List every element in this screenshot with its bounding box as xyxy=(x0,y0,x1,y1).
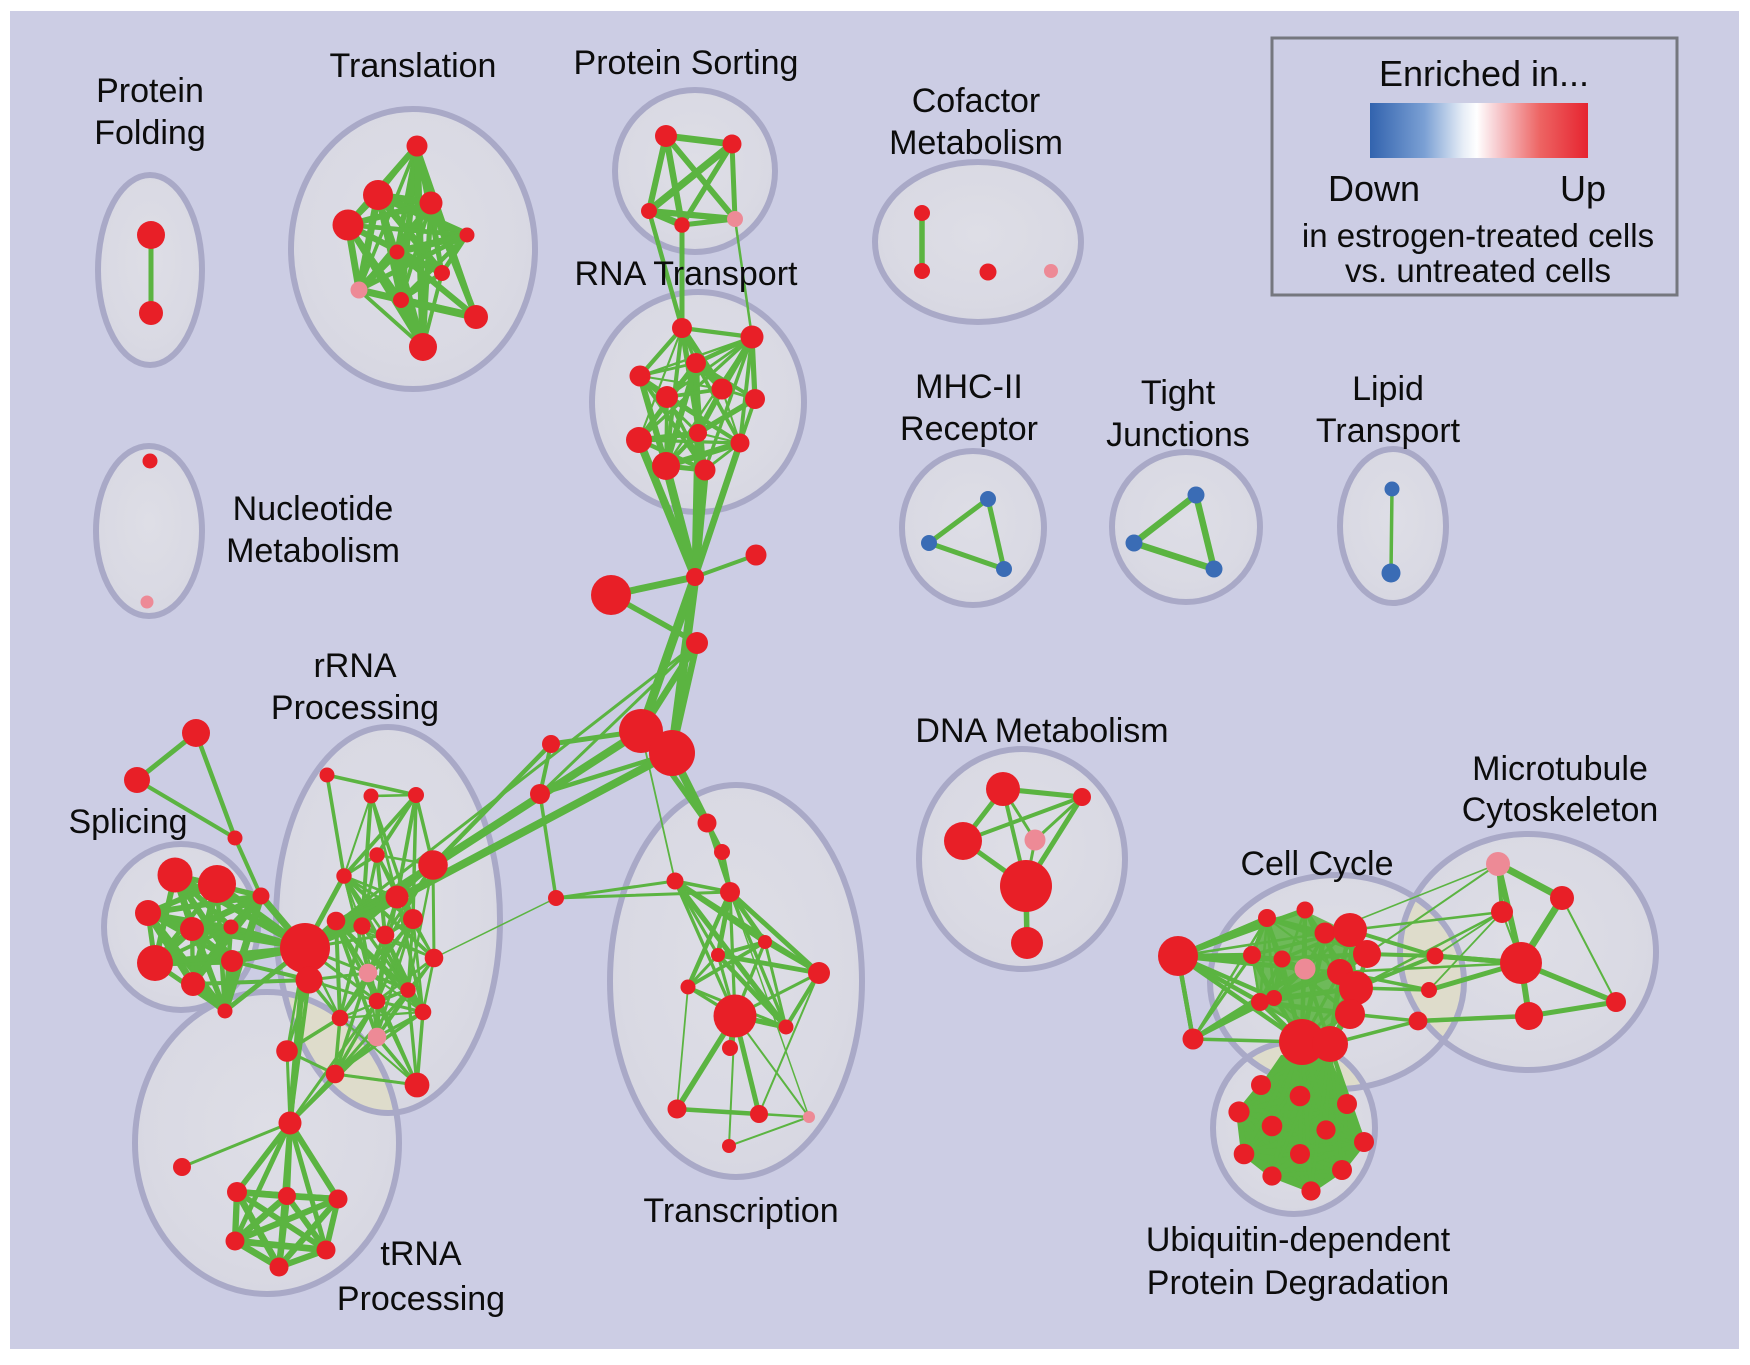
svg-text:Metabolism: Metabolism xyxy=(226,532,400,570)
svg-text:Cytoskeleton: Cytoskeleton xyxy=(1462,791,1659,829)
svg-text:Cell Cycle: Cell Cycle xyxy=(1240,845,1393,883)
svg-text:Splicing: Splicing xyxy=(68,803,187,841)
svg-text:MHC-II: MHC-II xyxy=(915,368,1023,406)
svg-text:Nucleotide: Nucleotide xyxy=(233,490,394,528)
svg-text:rRNA: rRNA xyxy=(313,647,396,685)
svg-text:Microtubule: Microtubule xyxy=(1472,750,1648,788)
svg-text:Down: Down xyxy=(1328,168,1420,209)
svg-text:Folding: Folding xyxy=(94,114,206,152)
svg-text:vs. untreated cells: vs. untreated cells xyxy=(1345,252,1611,289)
svg-text:DNA Metabolism: DNA Metabolism xyxy=(915,712,1168,750)
svg-text:tRNA: tRNA xyxy=(380,1235,462,1273)
svg-text:RNA Transport: RNA Transport xyxy=(575,255,799,293)
svg-text:Transcription: Transcription xyxy=(643,1192,838,1230)
svg-text:Translation: Translation xyxy=(330,47,497,85)
svg-text:Metabolism: Metabolism xyxy=(889,124,1063,162)
svg-text:Lipid: Lipid xyxy=(1352,370,1424,408)
svg-text:Tight: Tight xyxy=(1141,374,1216,412)
svg-text:Processing: Processing xyxy=(271,689,439,727)
svg-text:Processing: Processing xyxy=(337,1280,505,1318)
svg-text:Protein Sorting: Protein Sorting xyxy=(574,44,799,82)
svg-text:Cofactor: Cofactor xyxy=(912,82,1041,120)
svg-text:Protein: Protein xyxy=(96,72,204,110)
svg-text:Protein Degradation: Protein Degradation xyxy=(1147,1264,1449,1302)
svg-text:Junctions: Junctions xyxy=(1106,416,1250,454)
svg-text:Up: Up xyxy=(1560,168,1606,209)
svg-text:in estrogen-treated cells: in estrogen-treated cells xyxy=(1302,217,1654,254)
svg-text:Transport: Transport xyxy=(1316,412,1461,450)
svg-text:Enriched in...: Enriched in... xyxy=(1379,53,1589,94)
svg-text:Receptor: Receptor xyxy=(900,410,1038,448)
svg-text:Ubiquitin-dependent: Ubiquitin-dependent xyxy=(1146,1221,1451,1259)
